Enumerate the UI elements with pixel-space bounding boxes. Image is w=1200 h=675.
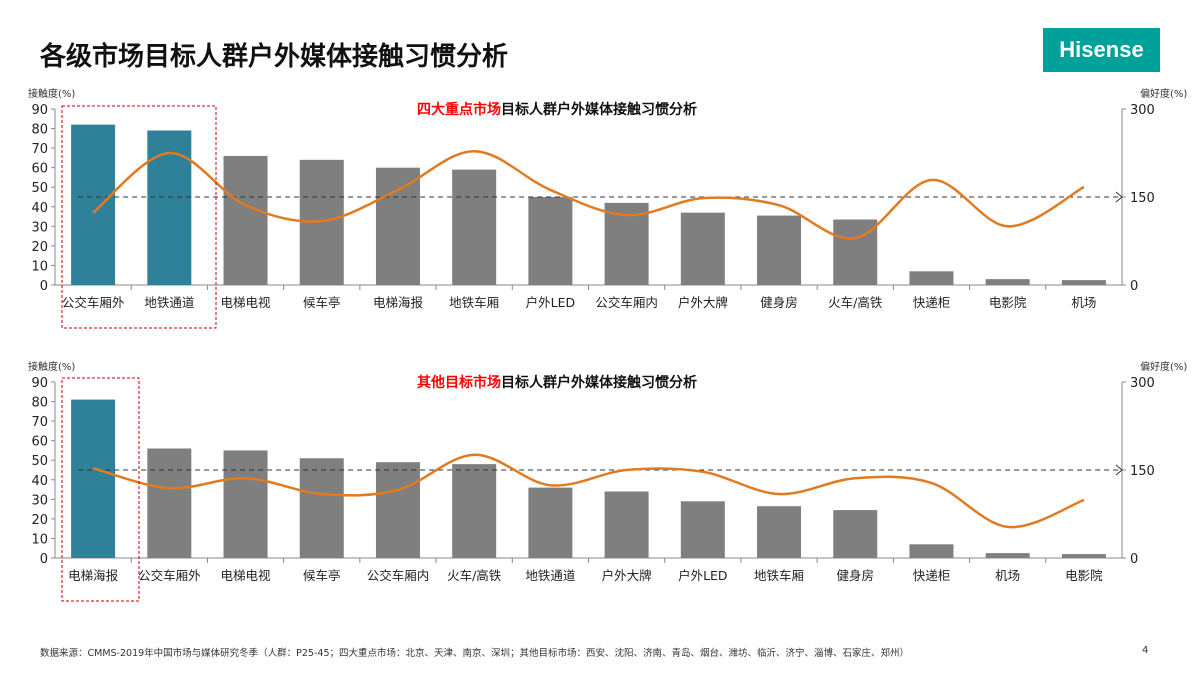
bar: [1061, 554, 1106, 558]
x-tick-label: 公交车厢内: [367, 568, 430, 583]
y-tick-label: 80: [31, 396, 48, 411]
chart-title-rest: 目标人群户外媒体接触习惯分析: [501, 101, 697, 118]
y-axis-label: 接触度(%): [28, 360, 75, 373]
bar: [985, 279, 1030, 285]
bar: [757, 215, 802, 285]
x-tick-label: 地铁车厢: [449, 295, 499, 310]
x-tick-label: 候车亭: [303, 568, 341, 583]
x-tick-label: 电梯电视: [221, 568, 272, 583]
bar: [375, 462, 420, 558]
x-tick-label: 电梯海报: [68, 568, 119, 583]
y2-axis-label: 偏好度(%): [1140, 360, 1187, 373]
x-tick-label: 健身房: [760, 295, 798, 310]
chart-title: 其他目标市场目标人群户外媒体接触习惯分析: [417, 374, 697, 391]
y2-tick-label: 300: [1130, 103, 1155, 118]
bar: [833, 510, 878, 558]
bar: [909, 271, 954, 285]
y-tick-label: 0: [40, 279, 48, 294]
y-tick-label: 90: [31, 376, 48, 391]
bar: [757, 506, 802, 558]
x-tick-label: 快递柜: [913, 568, 951, 583]
bar: [680, 501, 725, 558]
y-tick-label: 40: [31, 474, 48, 489]
x-tick-label: 地铁通道: [525, 568, 576, 583]
arrow-icon: [1115, 191, 1123, 203]
page-title: 各级市场目标人群户外媒体接触习惯分析: [40, 42, 509, 72]
hisense-logo: Hisense: [1043, 28, 1160, 72]
x-tick-label: 机场: [1071, 295, 1096, 310]
page-number: 4: [1142, 645, 1149, 656]
bar: [528, 487, 573, 558]
y-tick-label: 70: [31, 415, 48, 430]
arrow-icon: [1115, 464, 1123, 476]
x-tick-label: 快递柜: [913, 295, 951, 310]
x-tick-label: 火车/高铁: [828, 295, 883, 310]
bar: [71, 124, 116, 286]
x-tick-label: 电梯电视: [221, 295, 272, 310]
bar: [71, 399, 116, 558]
y-tick-label: 40: [31, 201, 48, 216]
x-tick-label: 公交车厢内: [595, 295, 658, 310]
chart-title-highlight: 四大重点市场: [417, 101, 501, 118]
x-tick-label: 户外LED: [678, 568, 728, 583]
y-tick-label: 20: [31, 240, 48, 255]
y-tick-label: 10: [31, 259, 48, 274]
y-tick-label: 10: [31, 532, 48, 547]
y2-axis-label: 偏好度(%): [1140, 87, 1187, 100]
bar: [1061, 280, 1106, 285]
x-tick-label: 户外LED: [526, 295, 576, 310]
x-tick-label: 户外大牌: [678, 295, 728, 310]
bar: [223, 450, 268, 558]
y-tick-label: 20: [31, 513, 48, 528]
bar: [604, 202, 649, 285]
bar: [680, 212, 725, 285]
y-tick-label: 60: [31, 162, 48, 177]
x-tick-label: 户外大牌: [602, 568, 652, 583]
x-tick-label: 火车/高铁: [447, 568, 502, 583]
x-tick-label: 电影院: [1065, 568, 1103, 583]
bar: [299, 458, 344, 558]
y2-tick-label: 150: [1130, 464, 1155, 479]
bar: [452, 464, 497, 558]
bar: [452, 169, 497, 285]
y-tick-label: 0: [40, 552, 48, 567]
bar: [604, 491, 649, 558]
y2-tick-label: 0: [1130, 279, 1138, 294]
y2-tick-label: 150: [1130, 191, 1155, 206]
x-tick-label: 机场: [995, 568, 1020, 583]
bar: [985, 553, 1030, 558]
y-tick-label: 60: [31, 435, 48, 450]
bar: [147, 448, 192, 558]
x-tick-label: 地铁车厢: [754, 568, 804, 583]
y-tick-label: 30: [31, 493, 48, 508]
highlight-box: [61, 105, 217, 329]
x-tick-label: 地铁通道: [144, 295, 195, 310]
chart-title: 四大重点市场目标人群户外媒体接触习惯分析: [417, 101, 697, 118]
bar: [375, 167, 420, 285]
bar: [528, 197, 573, 285]
bar: [909, 544, 954, 558]
y-tick-label: 50: [31, 454, 48, 469]
y-tick-label: 70: [31, 142, 48, 157]
y2-tick-label: 300: [1130, 376, 1155, 391]
x-tick-label: 候车亭: [303, 295, 341, 310]
y-tick-label: 90: [31, 103, 48, 118]
y-tick-label: 50: [31, 181, 48, 196]
data-source-note: 数据来源：CMMS-2019年中国市场与媒体研究冬季（人群：P25-45；四大重…: [40, 648, 909, 659]
y-tick-label: 30: [31, 220, 48, 235]
x-tick-label: 公交车厢外: [138, 568, 201, 583]
x-tick-label: 电影院: [989, 295, 1027, 310]
chart-title-highlight: 其他目标市场: [417, 374, 501, 391]
y2-tick-label: 0: [1130, 552, 1138, 567]
y-tick-label: 80: [31, 123, 48, 138]
y-axis-label: 接触度(%): [28, 87, 75, 100]
x-tick-label: 健身房: [836, 568, 874, 583]
x-tick-label: 电梯海报: [373, 295, 424, 310]
x-tick-label: 公交车厢外: [62, 295, 125, 310]
chart-title-rest: 目标人群户外媒体接触习惯分析: [501, 374, 697, 391]
bar: [223, 155, 268, 285]
